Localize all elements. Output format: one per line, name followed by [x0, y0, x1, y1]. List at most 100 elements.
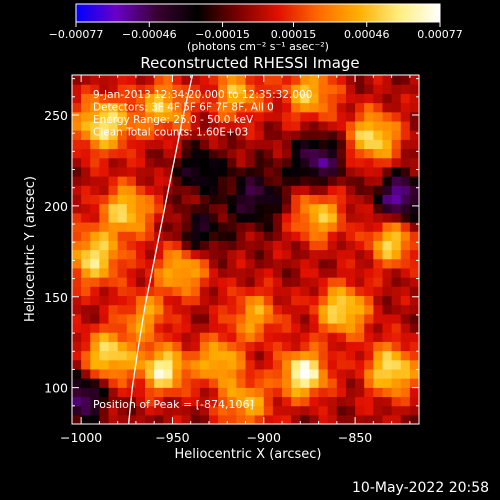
heatmap-cell — [364, 111, 374, 122]
heatmap-cell — [336, 84, 347, 94]
heatmap-cell — [245, 313, 256, 324]
heatmap-cell — [135, 368, 146, 379]
heatmap-cell — [126, 295, 137, 306]
heatmap-cell — [291, 332, 301, 342]
heatmap-cell — [409, 231, 420, 241]
heatmap-cell — [291, 322, 301, 333]
heatmap-cell — [282, 148, 292, 159]
heatmap-cell — [282, 258, 292, 269]
heatmap-cell — [409, 267, 420, 278]
heatmap-cell — [227, 102, 237, 113]
heatmap-cell — [318, 396, 329, 407]
heatmap-cell — [236, 396, 247, 407]
heatmap-cell — [99, 405, 110, 416]
heatmap-cell — [254, 267, 265, 278]
heatmap-cell — [291, 185, 301, 195]
heatmap-cell — [391, 295, 402, 306]
heatmap-cell — [208, 396, 219, 407]
heatmap-cell — [272, 368, 283, 379]
heatmap-cell — [391, 75, 402, 85]
heatmap-cell — [409, 93, 420, 104]
heatmap-cell — [199, 249, 210, 260]
heatmap-cell — [382, 277, 393, 287]
heatmap-cell — [81, 231, 91, 241]
heatmap-cell — [409, 277, 420, 287]
heatmap-cell — [318, 286, 329, 297]
heatmap-cell — [90, 368, 100, 379]
heatmap-cell — [135, 203, 146, 214]
heatmap-cell — [90, 286, 100, 297]
heatmap-cell — [254, 359, 265, 370]
heatmap-cell — [236, 359, 247, 370]
heatmap-cell — [309, 286, 320, 297]
heatmap-cell — [300, 322, 311, 333]
heatmap-cell — [327, 166, 338, 177]
heatmap-cell — [254, 286, 265, 297]
heatmap-cell — [199, 203, 210, 214]
heatmap-cell — [282, 313, 292, 324]
heatmap-cell — [272, 359, 283, 370]
heatmap-cell — [117, 350, 128, 361]
heatmap-cell — [373, 249, 384, 260]
heatmap-cell — [99, 84, 110, 94]
heatmap-cell — [336, 148, 347, 159]
heatmap-cell — [263, 185, 274, 195]
heatmap-cell — [355, 84, 365, 94]
heatmap-cell — [126, 221, 137, 232]
heatmap-cell — [318, 277, 329, 287]
heatmap-cell — [99, 212, 110, 223]
heatmap-cell — [355, 286, 365, 297]
heatmap-cell — [400, 176, 411, 186]
heatmap-cell — [355, 130, 365, 140]
heatmap-cell — [99, 120, 110, 131]
colorbar-tick-label: 0.00015 — [271, 28, 317, 41]
heatmap-cell — [227, 295, 237, 306]
heatmap-cell — [163, 295, 174, 306]
heatmap-cell — [400, 405, 411, 416]
heatmap-cell — [327, 295, 338, 306]
heatmap-cell — [245, 130, 256, 140]
heatmap-cell — [327, 341, 338, 352]
heatmap-cell — [391, 148, 402, 159]
heatmap-cell — [163, 203, 174, 214]
heatmap-cell — [81, 221, 91, 232]
heatmap-cell — [364, 359, 374, 370]
heatmap-cell — [282, 378, 292, 388]
heatmap-cell — [163, 93, 174, 104]
observation-info-line: Energy Range: 25.0 - 50.0 keV — [93, 114, 254, 126]
heatmap-cell — [336, 194, 347, 205]
heatmap-cell — [263, 111, 274, 122]
heatmap-cell — [327, 221, 338, 232]
heatmap-cell — [291, 194, 301, 205]
heatmap-cell — [208, 185, 219, 195]
heatmap-cell — [391, 212, 402, 223]
heatmap-cell — [218, 194, 228, 205]
heatmap-cell — [382, 120, 393, 131]
heatmap-cell — [199, 231, 210, 241]
heatmap-cell — [99, 75, 110, 85]
heatmap-cell — [391, 111, 402, 122]
heatmap-cell — [336, 295, 347, 306]
heatmap-cell — [254, 102, 265, 113]
heatmap-cell — [163, 194, 174, 205]
heatmap-cell — [391, 194, 402, 205]
heatmap-cell — [400, 286, 411, 297]
heatmap-cell — [117, 221, 128, 232]
heatmap-cell — [154, 75, 164, 85]
heatmap-cell — [309, 396, 320, 407]
heatmap-cell — [218, 387, 228, 398]
heatmap-cell — [145, 295, 155, 306]
heatmap-cell — [218, 368, 228, 379]
heatmap-cell — [382, 240, 393, 251]
heatmap-cell — [163, 341, 174, 352]
heatmap-cell — [245, 378, 256, 388]
heatmap-cell — [99, 286, 110, 297]
heatmap-cell — [126, 194, 137, 205]
heatmap-cell — [300, 249, 311, 260]
heatmap-cell — [208, 277, 219, 287]
heatmap-cell — [181, 139, 192, 150]
heatmap-cell — [218, 359, 228, 370]
heatmap-cell — [72, 130, 82, 140]
heatmap-cell — [318, 102, 329, 113]
heatmap-cell — [126, 322, 137, 333]
